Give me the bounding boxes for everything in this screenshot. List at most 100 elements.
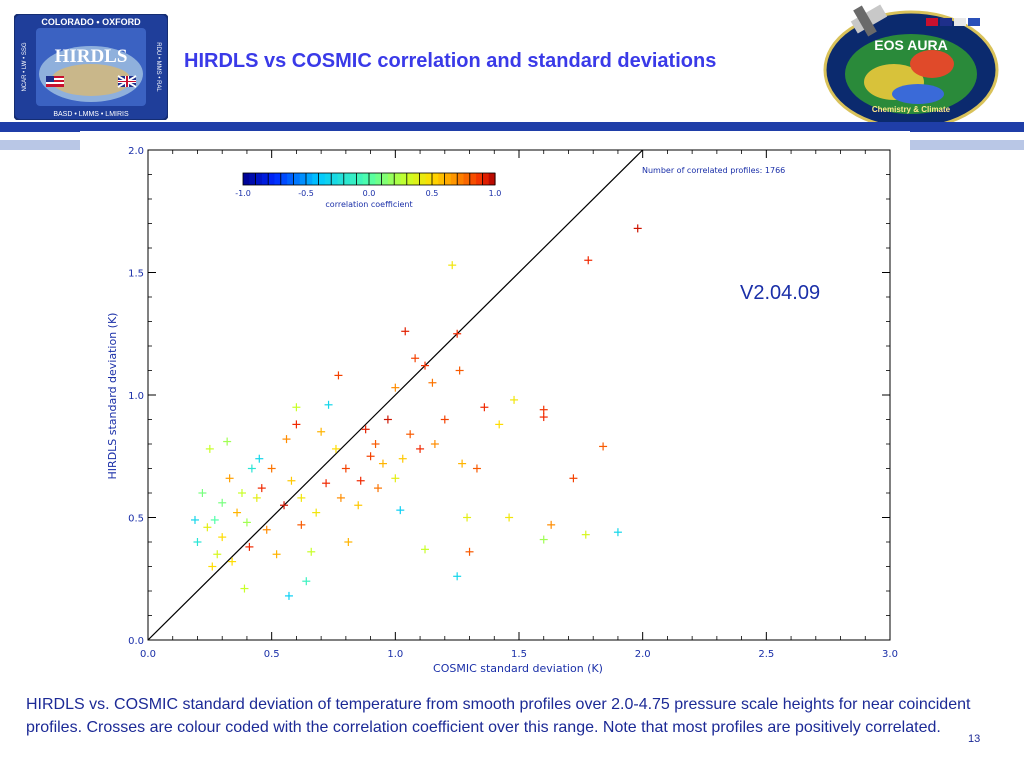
colorbar-segment [287, 173, 294, 185]
colorbar-segment [350, 173, 357, 185]
data-point [307, 547, 316, 556]
data-point [421, 361, 430, 370]
data-point [210, 515, 219, 524]
data-point [297, 493, 306, 502]
data-point [448, 261, 457, 270]
data-point [292, 420, 301, 429]
data-point [391, 383, 400, 392]
data-point [472, 464, 481, 473]
hirdls-logo-right-text: RDU • MMS • RAL [155, 42, 161, 92]
colorbar-segment [406, 173, 414, 185]
colorbar-segment [306, 173, 313, 185]
y-tick-label: 0.5 [128, 514, 144, 525]
x-tick-label: 0.5 [264, 649, 280, 660]
one-to-one-line-group [147, 149, 644, 641]
colorbar-segment [299, 173, 307, 185]
data-point [242, 518, 251, 527]
data-point [262, 525, 271, 534]
data-point [406, 430, 415, 439]
data-point [510, 395, 519, 404]
data-point [203, 523, 212, 532]
colorbar-segment [312, 173, 320, 185]
data-point [440, 415, 449, 424]
colorbar-segment [337, 173, 345, 185]
colorbar-segment [476, 173, 483, 185]
data-point [539, 535, 548, 544]
colorbar-segment [343, 173, 351, 185]
data-point [569, 474, 578, 483]
data-point [282, 435, 291, 444]
hirdls-logo: COLORADO • OXFORD HIRDLS BASD • LMMS • L… [13, 13, 169, 121]
data-point [218, 533, 227, 542]
y-tick-label: 2.0 [128, 146, 144, 157]
colorbar-segment [274, 173, 282, 185]
colorbar-segment [356, 173, 364, 185]
hirdls-logo-top-text: COLORADO • OXFORD [41, 17, 141, 27]
data-point [223, 437, 232, 446]
country-flags-icon [926, 18, 980, 26]
data-point [312, 508, 321, 517]
colorbar-segment [381, 173, 389, 185]
colorbar-segment [387, 173, 395, 185]
data-point [302, 577, 311, 586]
data-point [218, 498, 227, 507]
x-tick-label: 1.0 [387, 649, 403, 660]
axis-ticks: 0.0 0.5 1.0 1.5 2.0 2.5 3.0 0.0 0.5 1.0 1.5 2.0 [128, 146, 898, 660]
colorbar-segment [482, 173, 490, 185]
colorbar-segment [255, 173, 263, 185]
x-tick-label: 0.0 [140, 649, 156, 660]
data-point [247, 464, 256, 473]
data-point [411, 354, 420, 363]
data-point [633, 224, 642, 233]
data-point [245, 542, 254, 551]
colorbar-segment [243, 173, 250, 185]
colorbar-segment [318, 173, 326, 185]
data-point [505, 513, 514, 522]
colorbar-segment [413, 173, 420, 185]
slide-title: HIRDLS vs COSMIC correlation and standar… [184, 50, 717, 72]
data-point [297, 520, 306, 529]
data-point [284, 591, 293, 600]
data-point [322, 479, 331, 488]
data-point [391, 474, 400, 483]
colorbar-segment [249, 173, 257, 185]
data-point [344, 538, 353, 546]
satellite-icon [850, 4, 888, 37]
colorbar-segment [432, 173, 439, 185]
eos-aura-logo-subtitle: Chemistry & Climate [872, 105, 951, 114]
x-tick-label: 2.0 [635, 649, 651, 660]
colorbar-segment [375, 173, 383, 185]
colorbar-segment [457, 173, 465, 185]
plot-frame [147, 149, 891, 641]
data-point [366, 452, 375, 461]
header-band [0, 122, 1024, 132]
colorbar-segment [261, 173, 269, 185]
data-point [354, 501, 363, 510]
version-label: V2.04.09 [740, 282, 821, 304]
uk-flag-icon [117, 75, 137, 88]
data-point [228, 557, 237, 566]
profiles-count-annotation: Number of correlated profiles: 1766 [642, 166, 785, 175]
colorbar: -1.0 -0.5 0.0 0.5 1.0 correlation coefficient [235, 172, 501, 209]
hirdls-logo-center-text: HIRDLS [55, 46, 128, 67]
data-point [428, 378, 437, 387]
colorbar-segment [425, 173, 433, 185]
data-point [237, 489, 246, 497]
colorbar-segment [394, 173, 402, 185]
data-point [324, 400, 333, 409]
data-point [371, 440, 380, 448]
data-point [383, 415, 392, 424]
colorbar-segment [293, 173, 301, 185]
x-tick-label: 2.5 [758, 649, 774, 660]
eos-aura-logo: EOS AURA Chemistry & Climate [822, 2, 1000, 130]
data-point [401, 327, 410, 336]
y-tick-label: 0.0 [128, 636, 144, 647]
colorbar-segment [369, 173, 376, 185]
colorbar-segment [400, 173, 408, 185]
header-band-light-right [908, 140, 1024, 150]
data-point [416, 444, 425, 453]
data-point [213, 550, 222, 559]
data-point [190, 515, 199, 524]
colorbar-segment [488, 173, 496, 185]
plot-area [147, 149, 891, 641]
